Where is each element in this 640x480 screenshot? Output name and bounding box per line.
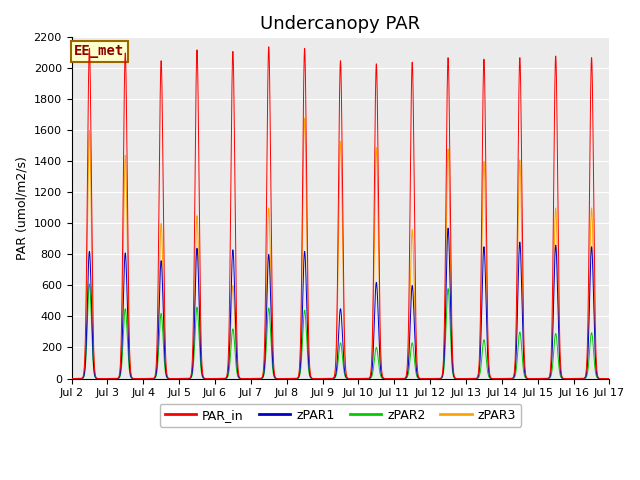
- zPAR1: [68, 376, 76, 382]
- PAR_in: [68, 376, 76, 382]
- zPAR3: [431, 376, 439, 382]
- zPAR1: [461, 376, 469, 382]
- zPAR2: [461, 376, 469, 382]
- zPAR3: [211, 376, 219, 382]
- zPAR1: [444, 225, 452, 231]
- Legend: PAR_in, zPAR1, zPAR2, zPAR3: PAR_in, zPAR1, zPAR2, zPAR3: [159, 404, 522, 427]
- zPAR2: [86, 281, 93, 287]
- zPAR1: [431, 376, 439, 382]
- zPAR1: [605, 376, 613, 382]
- PAR_in: [355, 376, 362, 382]
- Line: zPAR2: zPAR2: [72, 284, 609, 379]
- zPAR2: [164, 375, 172, 381]
- zPAR3: [164, 375, 172, 381]
- Line: zPAR1: zPAR1: [72, 228, 609, 379]
- zPAR3: [321, 376, 328, 382]
- PAR_in: [431, 376, 439, 382]
- zPAR1: [164, 375, 172, 381]
- zPAR2: [492, 376, 499, 382]
- PAR_in: [461, 376, 469, 382]
- Text: EE_met: EE_met: [74, 44, 124, 58]
- PAR_in: [492, 376, 499, 382]
- Y-axis label: PAR (umol/m2/s): PAR (umol/m2/s): [15, 156, 28, 260]
- zPAR2: [605, 376, 613, 382]
- Title: Undercanopy PAR: Undercanopy PAR: [260, 15, 420, 33]
- zPAR2: [355, 376, 362, 382]
- PAR_in: [164, 375, 172, 381]
- zPAR1: [605, 376, 612, 382]
- zPAR3: [605, 376, 612, 382]
- PAR_in: [605, 376, 613, 382]
- Line: PAR_in: PAR_in: [72, 47, 609, 379]
- zPAR2: [431, 376, 439, 382]
- Line: zPAR3: zPAR3: [72, 118, 609, 379]
- zPAR2: [605, 376, 612, 382]
- PAR_in: [605, 376, 612, 382]
- PAR_in: [265, 44, 273, 50]
- zPAR3: [461, 376, 469, 382]
- zPAR1: [492, 376, 499, 382]
- zPAR3: [605, 376, 613, 382]
- zPAR2: [68, 376, 76, 382]
- zPAR2: [321, 376, 328, 382]
- PAR_in: [321, 376, 328, 382]
- zPAR3: [68, 376, 76, 382]
- zPAR1: [321, 376, 328, 382]
- zPAR3: [301, 115, 308, 121]
- zPAR3: [492, 376, 499, 382]
- zPAR1: [319, 376, 326, 382]
